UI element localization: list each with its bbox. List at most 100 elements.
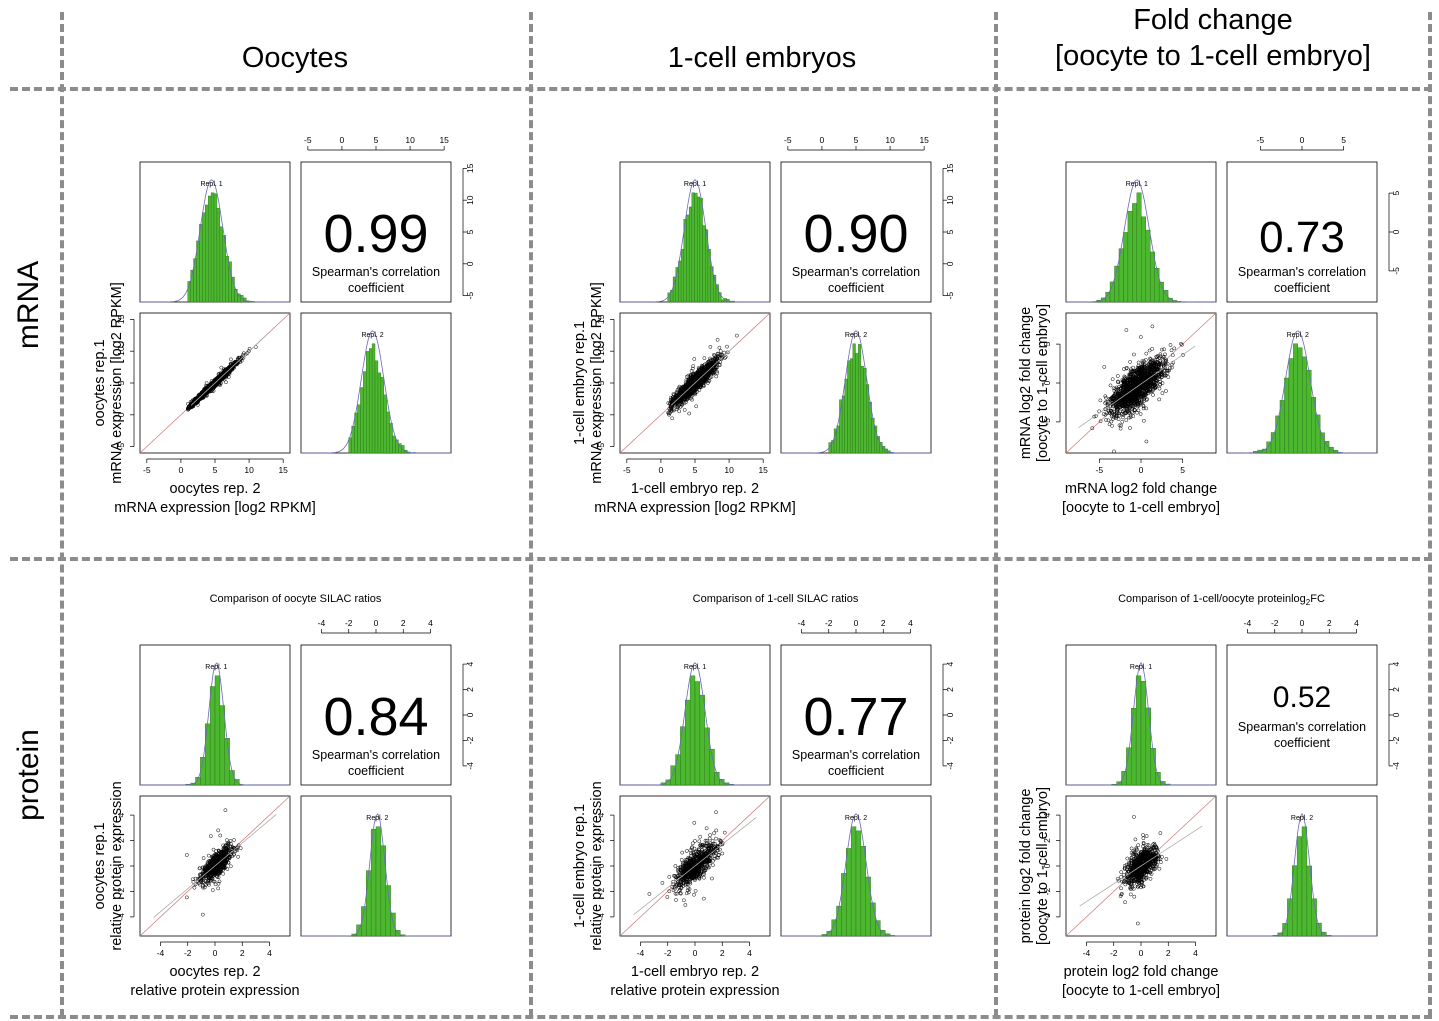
scatter-point bbox=[679, 394, 683, 399]
top-axis-tick-label: 0 bbox=[1300, 135, 1305, 145]
scatter-point bbox=[684, 389, 689, 394]
bottom-axis-tick-label: -5 bbox=[143, 465, 151, 475]
grid-divider-v4 bbox=[1428, 12, 1432, 1017]
histogram-bar bbox=[866, 384, 870, 454]
scatter-point bbox=[1160, 347, 1164, 352]
histogram-bar bbox=[702, 225, 706, 303]
scatter-point bbox=[1131, 377, 1136, 381]
left-axis-tick-label: -5 bbox=[116, 443, 126, 451]
scatter-point bbox=[1164, 357, 1168, 362]
scatter-point bbox=[1131, 391, 1136, 396]
histogram-bar bbox=[366, 870, 372, 937]
scatter-point bbox=[1109, 419, 1114, 424]
scatter-point bbox=[696, 372, 701, 376]
top-axis-tick-label: 10 bbox=[405, 135, 415, 145]
scatter-point bbox=[1112, 449, 1116, 454]
scatter-point bbox=[1119, 423, 1123, 428]
scatter-point bbox=[1132, 352, 1136, 357]
scatter-point bbox=[1121, 415, 1125, 420]
histogram-bar bbox=[1127, 210, 1133, 303]
histogram-bar bbox=[696, 196, 701, 303]
scatter-point bbox=[1128, 426, 1132, 430]
scatter-point bbox=[716, 360, 720, 365]
scatter-point bbox=[1164, 389, 1168, 393]
scatter-point bbox=[1103, 407, 1108, 412]
bottom-axis-tick-label: 4 bbox=[267, 948, 272, 958]
top-axis-tick-label: -5 bbox=[304, 135, 312, 145]
scatter-point bbox=[1151, 384, 1155, 389]
scatter-point bbox=[695, 383, 700, 388]
scatter-point bbox=[1108, 411, 1113, 416]
scatter-point bbox=[688, 379, 693, 384]
scatter-point bbox=[215, 380, 219, 384]
scatter-point bbox=[1170, 365, 1174, 370]
scatter-point bbox=[1127, 410, 1132, 415]
histogram-bar bbox=[225, 256, 229, 303]
left-axis-tick-label: 10 bbox=[596, 346, 606, 356]
right-axis-tick-label: 0 bbox=[465, 261, 475, 266]
scatter-point bbox=[216, 881, 221, 886]
scatter-point bbox=[1124, 418, 1129, 422]
scatter-point bbox=[231, 365, 236, 370]
panel-frame-cr bbox=[300, 644, 452, 786]
scatter-point bbox=[693, 386, 698, 390]
scatter-point bbox=[671, 392, 676, 397]
right-axis-tick-label: -2 bbox=[465, 736, 475, 744]
scatter-point bbox=[1142, 362, 1147, 367]
scatter-point bbox=[711, 353, 716, 357]
histogram-bar bbox=[360, 387, 364, 454]
scatter-point bbox=[1158, 382, 1162, 386]
correlation-label: coefficient bbox=[828, 281, 885, 295]
panel-frame-cr bbox=[780, 161, 932, 303]
scatter-point bbox=[719, 357, 724, 362]
scatter-point bbox=[185, 406, 190, 411]
bottom-axis-tick-label: -5 bbox=[1096, 465, 1104, 475]
histogram-bar bbox=[699, 197, 703, 303]
histogram-bar bbox=[229, 770, 235, 786]
y-axis-label: oocytes rep.1 bbox=[92, 822, 108, 909]
scatter-point bbox=[688, 388, 693, 392]
histogram-bar bbox=[377, 372, 382, 454]
histogram-bar bbox=[1297, 347, 1303, 454]
scatter-point bbox=[188, 404, 193, 408]
right-axis-tick-label: 10 bbox=[465, 195, 475, 205]
scatter-point bbox=[1117, 423, 1122, 428]
bottom-axis-tick-label: 0 bbox=[179, 465, 184, 475]
scatter-point bbox=[691, 382, 696, 386]
scatter-point bbox=[689, 377, 694, 382]
correlation-label: coefficient bbox=[348, 281, 405, 295]
top-axis-tick-label: 5 bbox=[854, 135, 859, 145]
left-axis-tick-label: 0 bbox=[1042, 380, 1052, 385]
density-curve bbox=[301, 330, 451, 454]
scatter-point bbox=[1090, 426, 1095, 431]
right-axis-tick-label: 0 bbox=[1391, 229, 1401, 234]
scatter-point bbox=[235, 360, 239, 365]
histogram-bar bbox=[1302, 356, 1307, 454]
column-header-oocytes: Oocytes bbox=[64, 4, 526, 76]
scatter-point bbox=[702, 362, 707, 367]
scatter-point bbox=[1148, 356, 1152, 361]
histogram-bar bbox=[210, 192, 215, 303]
scatter-point bbox=[1137, 365, 1141, 370]
left-axis-tick-label: 5 bbox=[596, 380, 606, 385]
scatter-point bbox=[714, 374, 719, 379]
scatter-point bbox=[688, 392, 693, 397]
histogram-bar bbox=[219, 705, 225, 786]
scatter-point bbox=[676, 386, 681, 391]
histogram-bar bbox=[371, 343, 376, 454]
scatter-point bbox=[1157, 377, 1162, 381]
scatter-point bbox=[1143, 358, 1148, 362]
column-header-line2: Oocytes bbox=[241, 42, 349, 74]
histogram-bar bbox=[380, 377, 384, 454]
scatter-point bbox=[1132, 395, 1137, 399]
scatter-point bbox=[690, 397, 694, 402]
scatter-point bbox=[1162, 373, 1167, 378]
left-axis-tick-label: 15 bbox=[596, 314, 606, 324]
scatter-point bbox=[1124, 366, 1129, 371]
histogram-bar bbox=[855, 353, 859, 454]
scatter-point bbox=[700, 365, 705, 370]
grid-divider-v3 bbox=[994, 12, 998, 1017]
scatter-point bbox=[692, 357, 697, 361]
scatter-point bbox=[1143, 369, 1147, 373]
scatter-point bbox=[1144, 351, 1149, 356]
